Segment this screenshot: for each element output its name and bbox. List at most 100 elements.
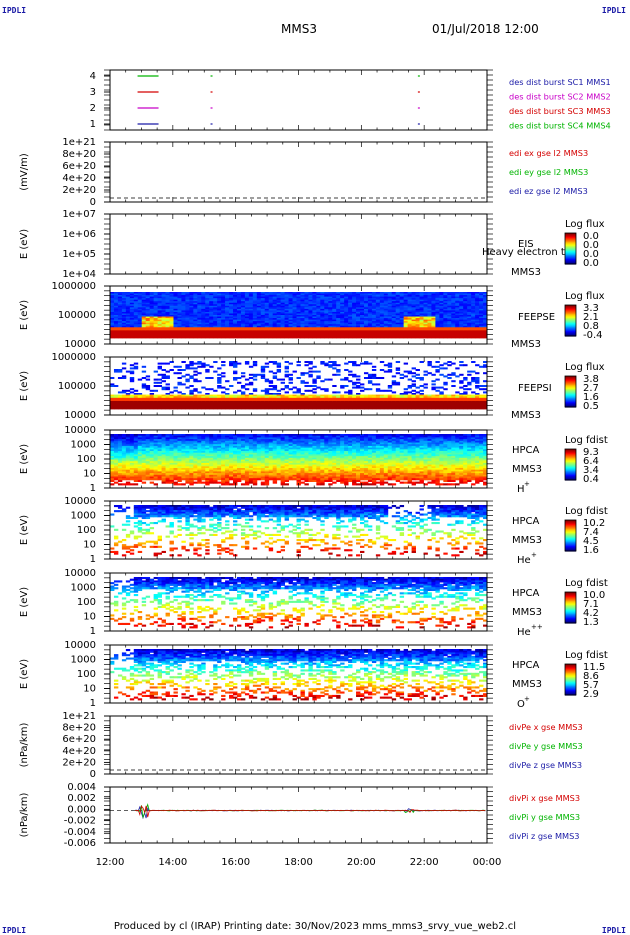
spectrogram-cell [380, 407, 384, 409]
y-tick-label: 1e+06 [62, 229, 96, 240]
spectrogram-cell [173, 336, 177, 338]
spectrogram-cell [300, 382, 304, 384]
spectrogram-cell [372, 336, 376, 338]
spectrogram-cell [424, 371, 428, 373]
spectrogram-cell [281, 336, 285, 338]
spectrogram-cell [455, 407, 459, 409]
spectrogram-cell [122, 367, 126, 369]
spectrogram-cell [459, 382, 463, 384]
legend-entry: edi ex gse l2 MMS3 [509, 148, 588, 158]
spectrogram-cell [435, 366, 439, 368]
spectrogram-cell [324, 364, 328, 366]
spectrogram-cell [253, 379, 257, 381]
overlap-label: Heavy electron tc [482, 247, 570, 258]
spectrogram-cell [431, 366, 435, 368]
spectrogram-cell [229, 364, 233, 366]
spectrogram-cell [150, 478, 154, 480]
spectrogram-cell [451, 385, 455, 387]
spectrogram-cell [408, 387, 412, 389]
spectrogram-cell [189, 407, 193, 409]
spectrogram-cell [336, 374, 340, 376]
spectrogram-cell [408, 391, 412, 393]
spectrogram-cell [471, 336, 475, 338]
spectrogram-cell [352, 383, 356, 385]
spectrogram-cell [134, 367, 138, 369]
spectrogram-cell [431, 407, 435, 409]
spectrogram-cell [443, 336, 447, 338]
spectrogram-cell [189, 364, 193, 366]
spectrogram-cell [177, 383, 181, 385]
spectrogram-cell [479, 366, 483, 368]
spectrogram-cell [360, 336, 364, 338]
spectrogram-cell [364, 388, 368, 390]
spectrogram-cell [217, 367, 221, 369]
spectrogram-cell [447, 361, 451, 363]
spectrogram-cell [328, 361, 332, 363]
spectrogram-cell [463, 385, 467, 387]
spectrogram-cell [146, 388, 150, 390]
spectrogram-cell [439, 364, 443, 366]
spectrogram-cell [118, 391, 122, 393]
spectrogram-cell [316, 336, 320, 338]
spectrogram-cell [455, 336, 459, 338]
y-tick-label: 1000000 [51, 352, 96, 363]
spectrogram-cell [225, 407, 229, 409]
spectrogram-cell [316, 387, 320, 389]
spectrogram-cell [253, 375, 257, 377]
spectrogram-cell [312, 407, 316, 409]
spectrogram-cell [193, 390, 197, 392]
spectrogram-cell [324, 390, 328, 392]
spectrogram-cell [197, 391, 201, 393]
y-tick-label: 2e+20 [62, 185, 96, 196]
spectrogram-cell [356, 379, 360, 381]
spectrogram-cell [185, 380, 189, 382]
spectrogram-cell [130, 367, 134, 369]
spectrogram-cell [122, 407, 126, 409]
spectrogram-cell [110, 336, 114, 338]
spectrogram-cell [368, 377, 372, 379]
spectrogram-cell [328, 336, 332, 338]
spectrogram-cell [229, 407, 233, 409]
spectrogram-cell [110, 483, 114, 485]
spectrogram-cell [142, 407, 146, 409]
spectrogram-cell [289, 374, 293, 376]
spectrogram-cell [360, 387, 364, 389]
spectrogram-cell [420, 390, 424, 392]
spectrogram-cell [265, 407, 269, 409]
spectrogram-cell [332, 391, 336, 393]
spectrogram-cell [408, 379, 412, 381]
spectrogram-cell [245, 383, 249, 385]
spectrogram-cell [233, 372, 237, 374]
colorbar-title: Log flux [565, 291, 605, 302]
spectrogram-cell [348, 371, 352, 373]
spectrogram-cell [245, 407, 249, 409]
spectrogram-cell [213, 390, 217, 392]
spectrogram-cell [308, 371, 312, 373]
spectrogram-cell [304, 382, 308, 384]
spectrogram-cell [130, 478, 134, 480]
spectrogram-cell [431, 388, 435, 390]
spectrogram-cell [312, 388, 316, 390]
spectrogram-cell [312, 385, 316, 387]
spectrogram-cell [431, 374, 435, 376]
spectrogram-cell [142, 371, 146, 373]
spectrogram-cell [134, 363, 138, 365]
spectrogram-cell [451, 336, 455, 338]
spectrogram-cell [344, 336, 348, 338]
spectrogram-cell [166, 371, 170, 373]
spectrogram-cell [122, 336, 126, 338]
spectrogram-cell [126, 390, 130, 392]
spectrogram-cell [459, 387, 463, 389]
spectrogram-cell [392, 391, 396, 393]
spectrogram-cell [134, 407, 138, 409]
spectrogram-cell [173, 366, 177, 368]
spectrogram-cell [173, 387, 177, 389]
spectrogram-cell [412, 336, 416, 338]
spectrogram-cell [372, 407, 376, 409]
spectrogram-cell [289, 388, 293, 390]
spectrogram-cell [269, 407, 273, 409]
spectrogram-cell [384, 390, 388, 392]
spectrogram-cell [392, 407, 396, 409]
spectrogram-cell [340, 407, 344, 409]
spectrogram-cell [404, 363, 408, 365]
